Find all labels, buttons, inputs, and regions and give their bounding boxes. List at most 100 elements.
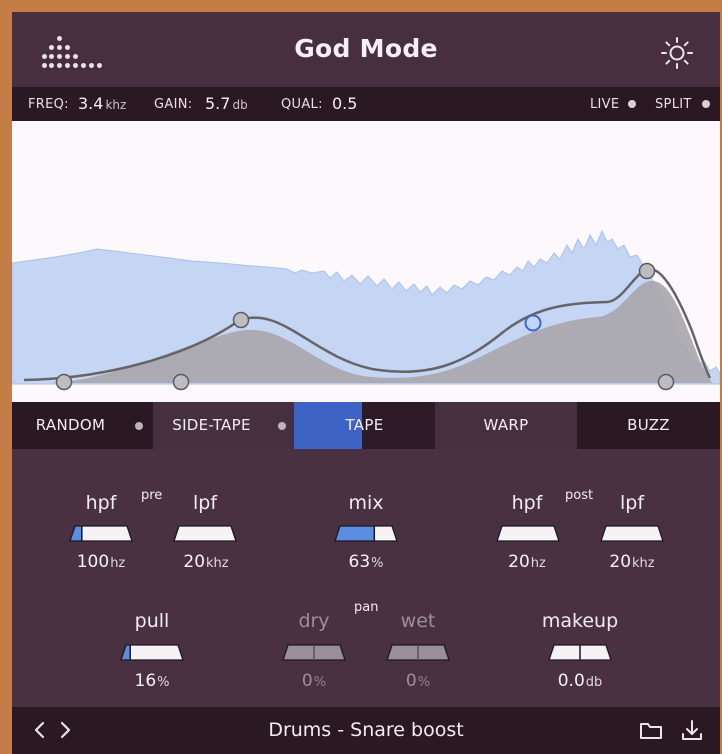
pull-value[interactable]: 16% [107,671,197,691]
pre-hpf-label: hpf [85,492,117,514]
qual-readout[interactable]: 0.5 [332,94,357,113]
post-hpf-slider[interactable] [496,525,560,542]
pan-dry-slider[interactable] [282,644,346,661]
eq-graph-canvas[interactable] [12,121,720,402]
plugin-title: God Mode [294,34,438,63]
gain-readout[interactable]: 5.7 db [205,94,248,113]
pre-hpf-value[interactable]: 100hz [56,552,146,572]
freq-value: 3.4 [78,94,104,113]
split-indicator[interactable] [702,100,710,108]
pan-wet-label: wet [400,610,436,632]
mode-buzz-label: BUZZ [627,416,670,434]
pan-wet-number: 0 [405,671,417,691]
post-lpf-number: 20 [609,552,632,572]
qual-value: 0.5 [332,94,358,113]
pan-dry-label: dry [298,610,330,632]
mix-value[interactable]: 63% [321,552,411,572]
pre-section-label: pre [141,488,163,503]
makeup-slider[interactable] [548,644,612,661]
mode-side-tape[interactable]: SIDE-TAPE [153,402,294,449]
eq-node-low-shelf[interactable] [55,373,73,391]
makeup-unit: db [585,675,603,690]
folder-icon[interactable] [638,718,664,744]
eq-node-selected[interactable] [524,314,542,332]
mode-random[interactable]: RANDOM [12,402,153,449]
sun-gear-icon[interactable] [660,36,694,70]
mix-number: 63 [348,552,371,572]
freq-unit: khz [105,98,127,112]
pull-unit: % [157,675,170,690]
pan-dry-number: 0 [301,671,313,691]
live-indicator[interactable] [628,100,636,108]
pre-hpf-unit: hz [110,556,126,571]
slider-fill [121,645,131,660]
split-label[interactable]: SPLIT [655,97,692,112]
live-label[interactable]: LIVE [590,97,620,112]
gain-value: 5.7 [205,94,231,113]
post-lpf-slider[interactable] [600,525,664,542]
eq-graph[interactable] [12,121,720,402]
pre-lpf-unit: khz [206,556,229,571]
download-icon[interactable] [679,718,705,744]
eq-curve [23,267,712,382]
eq-node-high-cut[interactable] [657,373,675,391]
pre-hpf-number: 100 [76,552,110,572]
pan-dry-unit: % [313,675,327,690]
eq-node-high[interactable] [638,262,656,280]
freq-label: FREQ: [28,97,69,112]
pull-label: pull [134,610,170,632]
mode-side-tape-dot [278,422,286,430]
post-hpf-value[interactable]: 20hz [482,552,572,572]
pull-slider[interactable] [120,644,184,661]
dot-matrix-logo-icon [42,36,102,68]
post-section-label: post [565,488,594,503]
mode-warp[interactable]: WARP [435,402,577,449]
mode-tape-highlight [294,402,362,449]
slider-fill [335,526,375,541]
pan-wet-unit: % [417,675,431,690]
gain-label: GAIN: [154,97,193,112]
eq-node-low-cut[interactable] [172,373,190,391]
pan-section-label: pan [354,600,379,615]
preset-name[interactable]: Drums - Snare boost [268,719,464,741]
makeup-label: makeup [541,610,619,632]
makeup-value[interactable]: 0.0db [535,671,625,691]
post-lpf-label: lpf [619,492,645,514]
pull-number: 16 [134,671,157,691]
pre-lpf-number: 20 [183,552,206,572]
footer-bar: Drums - Snare boost [12,707,720,754]
eq-band-area [42,281,712,383]
chevron-right-icon[interactable] [55,719,75,741]
plugin-window: God Mode FREQ: 3.4 khz GAIN: 5.7 db QUAL: … [12,12,720,754]
mix-slider[interactable] [334,525,398,542]
post-hpf-label: hpf [511,492,543,514]
mix-unit: % [371,556,384,571]
pre-hpf-slider[interactable] [69,525,133,542]
post-hpf-unit: hz [530,556,546,571]
mode-tape[interactable]: TAPE [294,402,435,449]
pre-lpf-slider[interactable] [173,525,237,542]
post-lpf-value[interactable]: 20khz [587,552,677,572]
freq-readout[interactable]: 3.4 khz [78,94,126,113]
qual-label: QUAL: [281,97,323,112]
pan-wet-slider[interactable] [386,644,450,661]
mode-side-tape-label: SIDE-TAPE [172,416,251,434]
controls-panel: hpf pre lpf 100hz 20khz mix 63% hpf post… [12,449,720,707]
pan-dry-value[interactable]: 0% [269,671,359,691]
mode-warp-label: WARP [483,416,529,434]
eq-node-low-mid[interactable] [232,311,250,329]
mix-label: mix [348,492,384,514]
parameter-readout-bar: FREQ: 3.4 khz GAIN: 5.7 db QUAL: 0.5 LIVE … [12,87,720,121]
mode-buzz[interactable]: BUZZ [577,402,720,449]
mode-selector: RANDOM SIDE-TAPE TAPE WARP BUZZ [12,402,720,449]
pre-lpf-value[interactable]: 20khz [161,552,251,572]
chevron-left-icon[interactable] [30,719,50,741]
mode-random-dot [135,422,143,430]
mode-random-label: RANDOM [35,416,106,434]
gain-unit: db [232,98,248,112]
post-lpf-unit: khz [632,556,655,571]
post-hpf-number: 20 [508,552,530,572]
pre-lpf-label: lpf [192,492,218,514]
mode-tape-label: TAPE [345,416,384,434]
pan-wet-value[interactable]: 0% [373,671,463,691]
